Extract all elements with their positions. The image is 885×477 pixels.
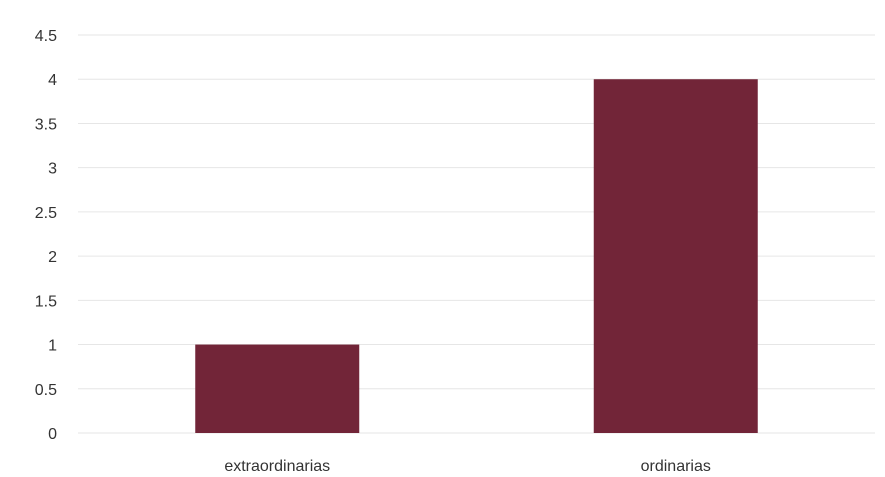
x-category-label: ordinarias — [641, 458, 711, 475]
bar-ordinarias — [593, 79, 758, 433]
y-tick-label: 3 — [48, 161, 57, 178]
y-tick-label: 1.5 — [35, 293, 57, 310]
bar-extraordinarias — [195, 344, 360, 433]
y-tick-label: 4.5 — [35, 28, 57, 45]
x-category-label: extraordinarias — [224, 458, 330, 475]
y-tick-label: 4 — [48, 72, 57, 89]
x-axis-category-labels: extraordinarias ordinarias — [224, 458, 711, 475]
y-tick-label: 0.5 — [35, 382, 57, 399]
y-axis-tick-labels: 0 0.5 1 1.5 2 2.5 3 3.5 4 4.5 — [35, 28, 57, 443]
y-tick-label: 3.5 — [35, 116, 57, 133]
y-tick-label: 2 — [48, 249, 57, 266]
bars — [195, 79, 758, 433]
y-tick-label: 2.5 — [35, 205, 57, 222]
y-tick-label: 0 — [48, 426, 57, 443]
y-tick-label: 1 — [48, 338, 57, 355]
